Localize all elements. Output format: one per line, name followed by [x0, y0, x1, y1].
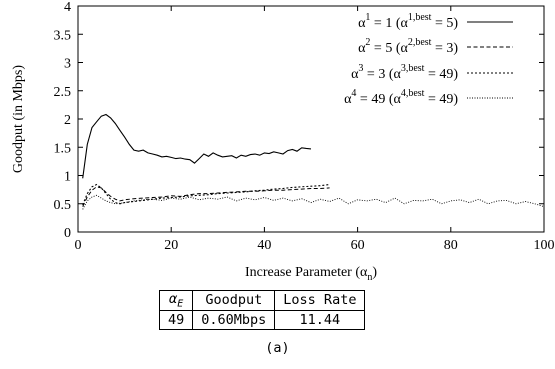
- x-tick-label: 80: [444, 238, 458, 253]
- legend-entry-3: α3 = 3 (α3,best = 49): [351, 63, 458, 82]
- x-tick-label: 100: [534, 238, 555, 253]
- x-tick-label: 40: [257, 238, 271, 253]
- x-tick-label: 0: [75, 238, 82, 253]
- x-tick-label: 20: [164, 238, 178, 253]
- summary-header-row: αE Goodput Loss Rate: [158, 290, 366, 311]
- series-line-1: [82, 113, 312, 179]
- y-axis-label: Goodput (in Mbps): [11, 65, 26, 173]
- plot-axes: 0 20 40 60 80 100 0 0.5 1 1.5 2 2.5 3 3.5 4: [54, 0, 555, 253]
- x-tick-label: 60: [351, 238, 365, 253]
- legend-entry-4: α4 = 49 (α4,best = 49): [344, 88, 458, 107]
- y-tick-label: 0: [64, 226, 71, 241]
- y-tick-label: 1.5: [54, 141, 72, 156]
- legend-entry-2: α2 = 5 (α2,best = 3): [358, 37, 458, 56]
- header-goodput: Goodput: [192, 290, 276, 311]
- header-loss-rate: Loss Rate: [274, 290, 366, 311]
- cell-goodput: 0.60Mbps: [192, 309, 276, 330]
- legend-entry-1: α1 = 1 (α1,best = 5): [358, 12, 458, 31]
- y-tick-label: 0.5: [54, 198, 72, 213]
- y-tick-label: 4: [64, 0, 71, 15]
- series-line-2: [82, 186, 330, 207]
- y-tick-label: 2.5: [54, 85, 72, 100]
- y-tick-label: 2: [64, 113, 71, 128]
- summary-table: αE Goodput Loss Rate 49 0.60Mbps 11.44: [158, 290, 366, 330]
- cell-alpha: 49: [158, 309, 194, 330]
- summary-data-row: 49 0.60Mbps 11.44: [158, 309, 366, 330]
- chart-legend: α1 = 1 (α1,best = 5) α2 = 5 (α2,best = 3)…: [344, 12, 513, 107]
- cell-loss-rate: 11.44: [274, 309, 366, 330]
- x-axis-label: Increase Parameter (αn): [245, 265, 377, 283]
- header-alpha: αE: [158, 290, 194, 311]
- series-line-3: [82, 183, 330, 206]
- series-line-4: [82, 194, 545, 210]
- y-tick-label: 3.5: [54, 28, 72, 43]
- y-tick-label: 1: [64, 170, 71, 185]
- y-tick-label: 3: [64, 57, 71, 72]
- goodput-chart: 0 20 40 60 80 100 0 0.5 1 1.5 2 2.5 3 3.5 4 α1 = 1 (α1…: [11, 0, 555, 283]
- series-lines: [82, 113, 545, 210]
- figure-caption: (a): [265, 340, 290, 356]
